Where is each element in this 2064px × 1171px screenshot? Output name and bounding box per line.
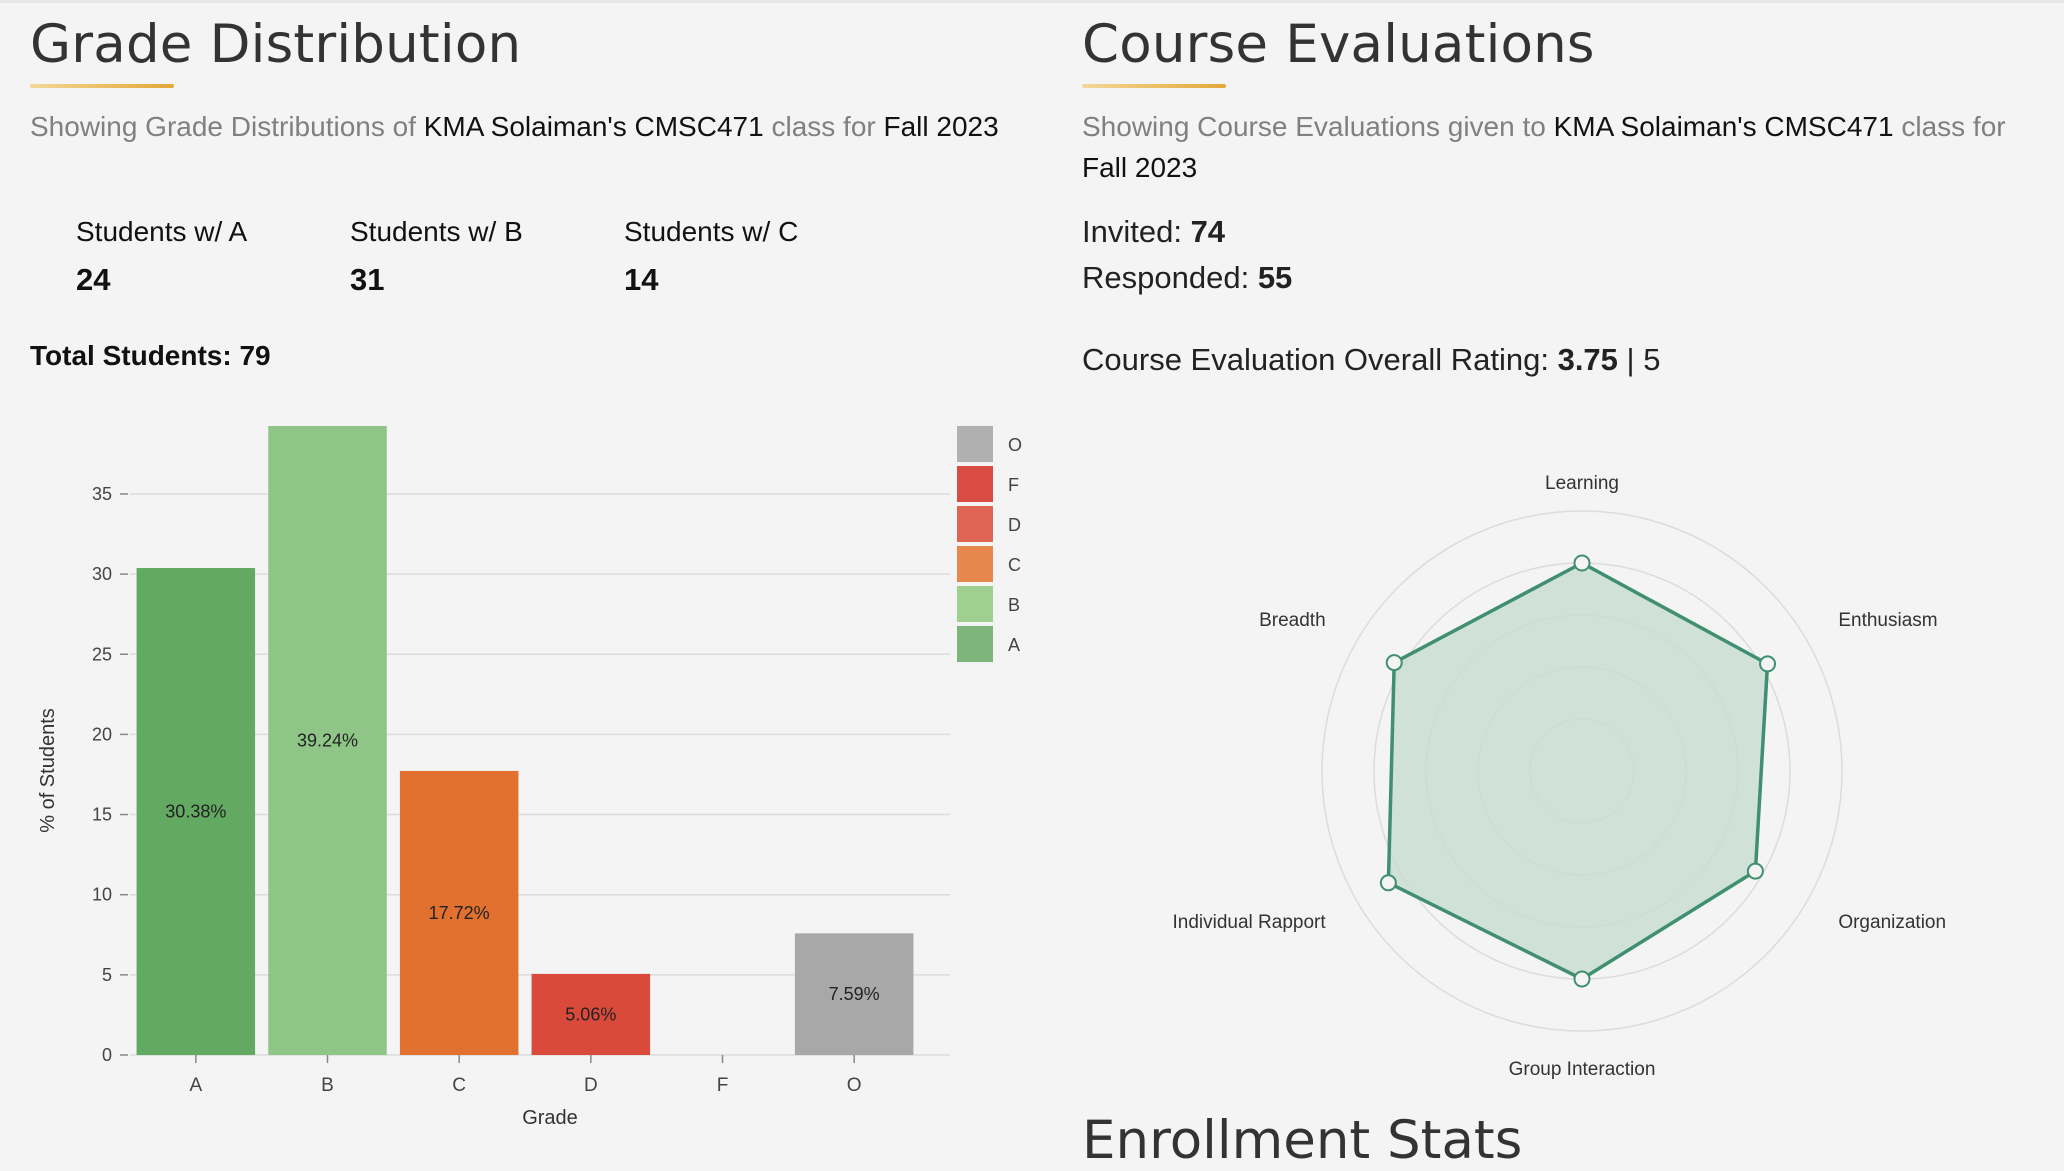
stat-b: Students w/ B 31	[350, 216, 590, 298]
eval-subtitle: Showing Course Evaluations given to KMA …	[1082, 106, 2057, 188]
stat-label: Students w/ A	[76, 216, 248, 247]
subtitle-text: Showing Course Evaluations given to	[1082, 111, 1554, 142]
evaluation-radar-chart: Learning Enthusiasm Organization Group Inte…	[1173, 473, 1947, 1080]
subtitle-text: Showing Grade Distributions of	[30, 111, 424, 142]
course-evaluations-section: Course Evaluations Showing Course Evalua…	[1082, 0, 2052, 1150]
total-value: 79	[239, 340, 271, 371]
top-border	[0, 0, 2064, 3]
rating-value: 3.75	[1557, 342, 1618, 377]
bar-data-label: 17.72%	[429, 903, 490, 923]
bar-data-label: 7.59%	[829, 984, 880, 1004]
bar-data-label: 30.38%	[165, 802, 226, 822]
total-students: Total Students: 79	[30, 340, 271, 372]
y-tick-label: 0	[102, 1045, 112, 1065]
radar-axis-label: Enthusiasm	[1838, 610, 1937, 631]
legend-label: C	[1008, 555, 1021, 575]
x-tick-label: D	[584, 1075, 598, 1096]
bar-data-label: 5.06%	[565, 1004, 616, 1024]
grade-bar-chart: 0 5 10 15 20 25 30 35 30.38% A 39.24% B 17.72% C 5.06%…	[37, 426, 1022, 1129]
radar-point	[1573, 554, 1591, 572]
grade-distribution-title: Grade Distribution	[30, 14, 522, 75]
x-tick-label: C	[452, 1075, 466, 1096]
radar-axis-label: Group Interaction	[1509, 1059, 1656, 1080]
y-tick-label: 30	[92, 564, 112, 584]
legend-swatch-b	[957, 586, 993, 622]
stat-a: Students w/ A 24	[76, 216, 316, 298]
legend-label: O	[1008, 435, 1022, 455]
grade-distribution-section: Grade Distribution Showing Grade Distrib…	[30, 0, 1040, 1150]
bar-o	[794, 933, 914, 1055]
radar-point	[1573, 970, 1591, 988]
legend-swatch-a	[957, 626, 993, 662]
subtitle-class: KMA Solaiman's CMSC471	[1553, 111, 1894, 142]
legend-swatch-d	[957, 506, 993, 542]
radar-point	[1385, 654, 1403, 672]
legend-label: B	[1008, 595, 1020, 615]
stat-c: Students w/ C 14	[624, 216, 864, 298]
bar-d	[531, 973, 651, 1055]
radar-axis-label: Learning	[1545, 473, 1619, 494]
y-tick-label: 25	[92, 644, 112, 664]
x-tick-label: B	[321, 1075, 334, 1096]
x-tick-label: F	[717, 1075, 729, 1096]
y-axis-title: % of Students	[37, 708, 59, 833]
radar-ring	[1321, 510, 1843, 1032]
y-tick-label: 35	[92, 484, 112, 504]
invited-value: 74	[1190, 214, 1226, 249]
stat-label: Students w/ B	[350, 216, 523, 247]
stat-value: 31	[350, 262, 385, 297]
legend-label: D	[1008, 515, 1021, 535]
y-tick-label: 10	[92, 885, 112, 905]
legend-label: A	[1008, 635, 1020, 655]
overall-rating-line: Course Evaluation Overall Rating: 3.75 |…	[1082, 342, 1660, 378]
subtitle-text-mid: class for	[763, 111, 884, 142]
course-evaluations-title: Course Evaluations	[1082, 14, 1595, 75]
subtitle-class: KMA Solaiman's CMSC471	[423, 111, 764, 142]
x-tick-label: A	[189, 1075, 202, 1096]
y-tick-label: 5	[102, 965, 112, 985]
stat-value: 24	[76, 262, 111, 297]
responded-line: Responded: 55	[1082, 260, 1292, 296]
invited-label: Invited:	[1082, 214, 1191, 249]
legend-swatch-f	[957, 466, 993, 502]
title-underline	[1082, 84, 1226, 88]
grade-subtitle: Showing Grade Distributions of KMA Solai…	[30, 106, 1020, 147]
enrollment-stats-title: Enrollment Stats	[1082, 1110, 1523, 1171]
radar-point	[1759, 655, 1777, 673]
responded-value: 55	[1257, 260, 1293, 295]
radar-point	[1746, 862, 1764, 880]
responded-label: Responded:	[1082, 260, 1258, 295]
bar-b	[268, 426, 387, 1055]
total-label: Total Students:	[30, 340, 240, 371]
y-tick-label: 20	[92, 724, 112, 744]
invited-line: Invited: 74	[1082, 214, 1225, 250]
rating-label: Course Evaluation Overall Rating:	[1082, 342, 1558, 377]
title-underline	[30, 84, 174, 88]
stat-label: Students w/ C	[624, 216, 799, 247]
radar-point	[1379, 874, 1397, 892]
x-axis-title: Grade	[522, 1107, 578, 1129]
legend-swatch-c	[957, 546, 993, 582]
radar-axis-label: Organization	[1838, 912, 1946, 933]
bar-a	[136, 568, 256, 1055]
radar-axis-label: Individual Rapport	[1173, 912, 1327, 933]
bar-c	[399, 770, 519, 1055]
subtitle-term: Fall 2023	[883, 111, 999, 142]
subtitle-term: Fall 2023	[1082, 152, 1198, 183]
rating-scale: | 5	[1617, 342, 1661, 377]
subtitle-text-mid: class for	[1893, 111, 2006, 142]
legend-label: F	[1008, 475, 1019, 495]
legend-swatch-o	[957, 426, 993, 462]
bar-data-label: 39.24%	[297, 731, 358, 751]
x-tick-label: O	[847, 1075, 862, 1096]
radar-area	[1386, 561, 1770, 981]
stat-value: 14	[624, 262, 659, 297]
y-tick-label: 15	[92, 805, 112, 825]
radar-axis-label: Breadth	[1259, 610, 1326, 631]
